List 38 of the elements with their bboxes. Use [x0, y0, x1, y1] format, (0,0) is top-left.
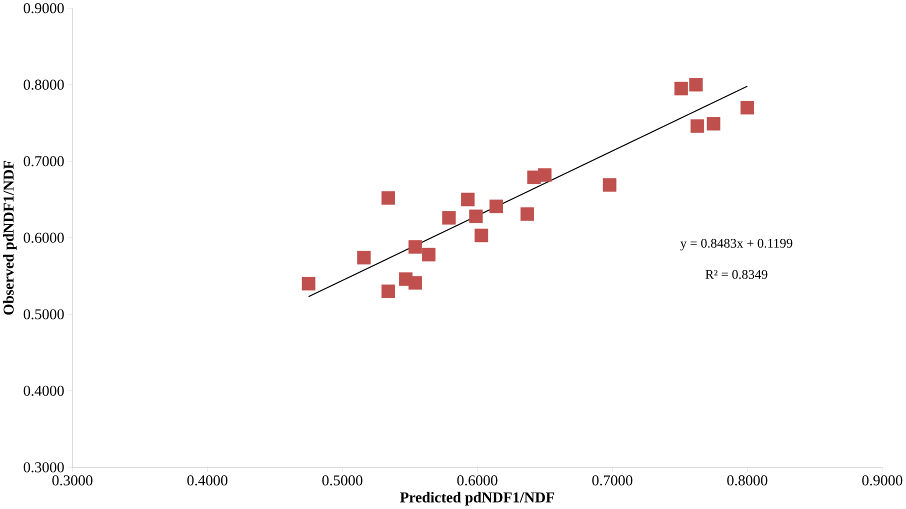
point: [461, 192, 475, 206]
point: [674, 82, 688, 96]
point: [422, 248, 436, 262]
point: [489, 200, 503, 214]
point: [469, 210, 483, 224]
annotation: y = 0.8483x + 0.1199: [680, 239, 792, 251]
point: [357, 251, 371, 265]
point: [706, 117, 720, 131]
x-tick-label: 0.7000: [592, 475, 632, 486]
y-tick-label: 0.4000: [24, 386, 64, 396]
y-tick-label: 0.7000: [24, 156, 64, 167]
point: [474, 228, 488, 242]
x-axis-title: Predicted pdNDF1/NDF: [400, 492, 554, 506]
y-axis-title: Observed pdNDF1/NDF: [3, 161, 17, 315]
point: [302, 277, 316, 291]
x-tick-label: 0.5000: [322, 475, 362, 486]
point: [740, 101, 754, 115]
y-tick-label: 0.8000: [24, 80, 64, 90]
annotation: R² = 0.8349: [706, 270, 768, 280]
point: [442, 211, 456, 225]
point: [408, 240, 422, 254]
point: [689, 78, 703, 92]
point: [690, 119, 704, 133]
x-tick-label: 0.9000: [862, 475, 902, 486]
x-tick-label: 0.4000: [187, 475, 228, 486]
x-tick-label: 0.6000: [457, 475, 498, 486]
y-tick-label: 0.9000: [24, 3, 64, 14]
y-tick-label: 0.5000: [24, 309, 64, 320]
point: [381, 191, 395, 205]
point: [538, 168, 552, 182]
point: [520, 207, 534, 221]
x-tick-label: 0.8000: [727, 475, 768, 486]
point: [408, 276, 422, 290]
y-tick-label: 0.3000: [24, 462, 64, 473]
point: [381, 284, 395, 298]
point: [602, 178, 616, 192]
y-tick-label: 0.6000: [24, 232, 64, 244]
x-tick-label: 0.3000: [52, 475, 92, 486]
